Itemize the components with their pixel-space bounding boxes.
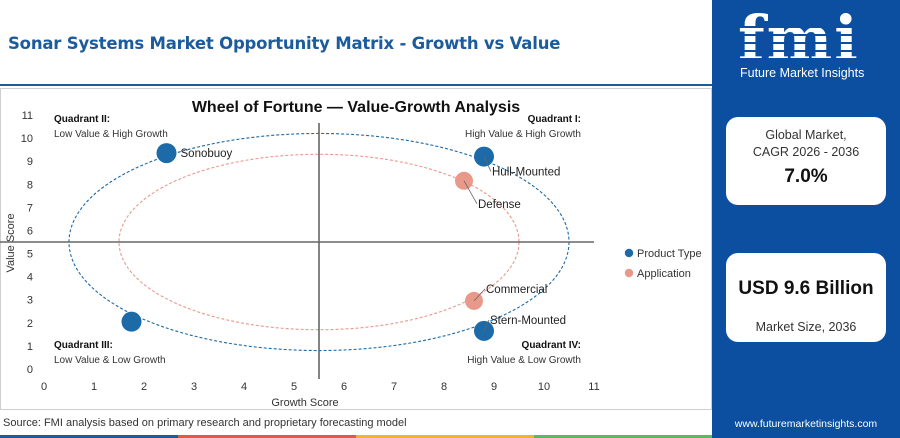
footer-color-bar	[0, 435, 712, 438]
x-tick-label: 1	[91, 381, 97, 393]
point-s0-3	[121, 311, 142, 332]
quadrant-subtitle-1: High Value & High Growth	[465, 129, 581, 140]
legend-marker-1	[624, 248, 634, 258]
leader-line	[473, 288, 486, 302]
y-tick-label: 7	[27, 202, 33, 214]
footer-bar-segment-3	[356, 435, 534, 438]
legend-label-2: Application	[637, 268, 691, 280]
x-tick-label: 9	[491, 381, 497, 393]
point-defense	[455, 171, 473, 190]
x-axis-label: Growth Score	[271, 397, 338, 409]
leader-line	[463, 180, 478, 205]
logo-subtitle: Future Market Insights	[740, 66, 865, 80]
y-tick-label: 9	[27, 156, 33, 168]
point-label: Commercial	[486, 284, 547, 296]
x-tick-label: 5	[291, 381, 297, 393]
point-sonobuoy	[156, 143, 177, 164]
header-divider	[0, 84, 712, 86]
y-tick-label: 0	[27, 364, 33, 376]
x-tick-label: 2	[141, 381, 147, 393]
point-label: Defense	[478, 199, 521, 211]
opportunity-matrix-chart: Wheel of Fortune — Value-Growth Analysis…	[0, 88, 712, 410]
legend-label-1: Product Type	[637, 248, 702, 260]
market-size-value: USD 9.6 Billion	[738, 278, 874, 299]
quadrant-subtitle-3: Low Value & Low Growth	[54, 355, 166, 366]
y-tick-label: 2	[27, 318, 33, 330]
quadrant-subtitle-2: Low Value & High Growth	[54, 129, 168, 140]
x-tick-label: 0	[41, 381, 47, 393]
market-size-label: Market Size, 2036	[755, 320, 857, 334]
y-tick-label: 8	[27, 179, 33, 191]
sidebar: fmi Future Market Insights Global Market…	[712, 0, 900, 438]
y-axis-label: Value Score	[5, 213, 17, 272]
point-label: Sonobuoy	[181, 148, 233, 160]
point-label: Hull-Mounted	[492, 167, 560, 179]
cagr-card: Global Market, CAGR 2026 - 2036 7.0%	[726, 117, 886, 205]
y-tick-label: 4	[27, 272, 33, 284]
x-tick-label: 7	[391, 381, 397, 393]
x-tick-label: 6	[341, 381, 347, 393]
y-tick-label: 6	[27, 225, 33, 237]
x-tick-label: 3	[191, 381, 197, 393]
quadrant-subtitle-4: High Value & Low Growth	[467, 355, 581, 366]
footer-bar-segment-2	[178, 435, 356, 438]
page-title: Sonar Systems Market Opportunity Matrix …	[8, 34, 561, 53]
y-tick-label: 10	[21, 133, 33, 145]
cagr-value: 7.0%	[784, 166, 828, 187]
website-link[interactable]: www.futuremarketinsights.com	[734, 418, 878, 430]
cagr-label: Global Market, CAGR 2026 - 2036	[726, 127, 886, 161]
cagr-label-line1: Global Market,	[765, 128, 847, 142]
chart-frame	[0, 88, 712, 410]
x-tick-label: 8	[441, 381, 447, 393]
market-size-card: USD 9.6 Billion Market Size, 2036	[726, 253, 886, 342]
quadrant-title-4: Quadrant IV:	[522, 340, 581, 351]
y-tick-label: 11	[22, 110, 33, 122]
legend-marker-2	[624, 268, 634, 278]
point-label: Stern-Mounted	[490, 315, 566, 327]
y-tick-label: 3	[27, 295, 33, 307]
footer-bar-segment-4	[534, 435, 712, 438]
leader-line	[483, 319, 490, 332]
y-tick-label: 1	[27, 341, 33, 353]
quadrant-title-2: Quadrant II:	[54, 114, 110, 125]
leader-line	[483, 156, 492, 172]
source-note: Source: FMI analysis based on primary re…	[3, 417, 407, 429]
quadrant-title-1: Quadrant I:	[528, 114, 581, 125]
quadrant-title-3: Quadrant III:	[54, 340, 113, 351]
point-hull-mounted	[474, 146, 494, 167]
x-tick-label: 11	[588, 381, 599, 393]
chart-canvas: Wheel of Fortune — Value-Growth Analysis…	[0, 88, 712, 410]
x-tick-label: 10	[538, 381, 550, 393]
x-tick-label: 4	[241, 381, 247, 393]
cagr-label-line2: CAGR 2026 - 2036	[752, 145, 860, 159]
y-tick-label: 5	[27, 249, 33, 261]
chart-title: Wheel of Fortune — Value-Growth Analysis	[192, 99, 520, 116]
fmi-logo: fmi Future Market Insights	[712, 0, 900, 90]
footer-bar-segment-1	[0, 435, 178, 438]
